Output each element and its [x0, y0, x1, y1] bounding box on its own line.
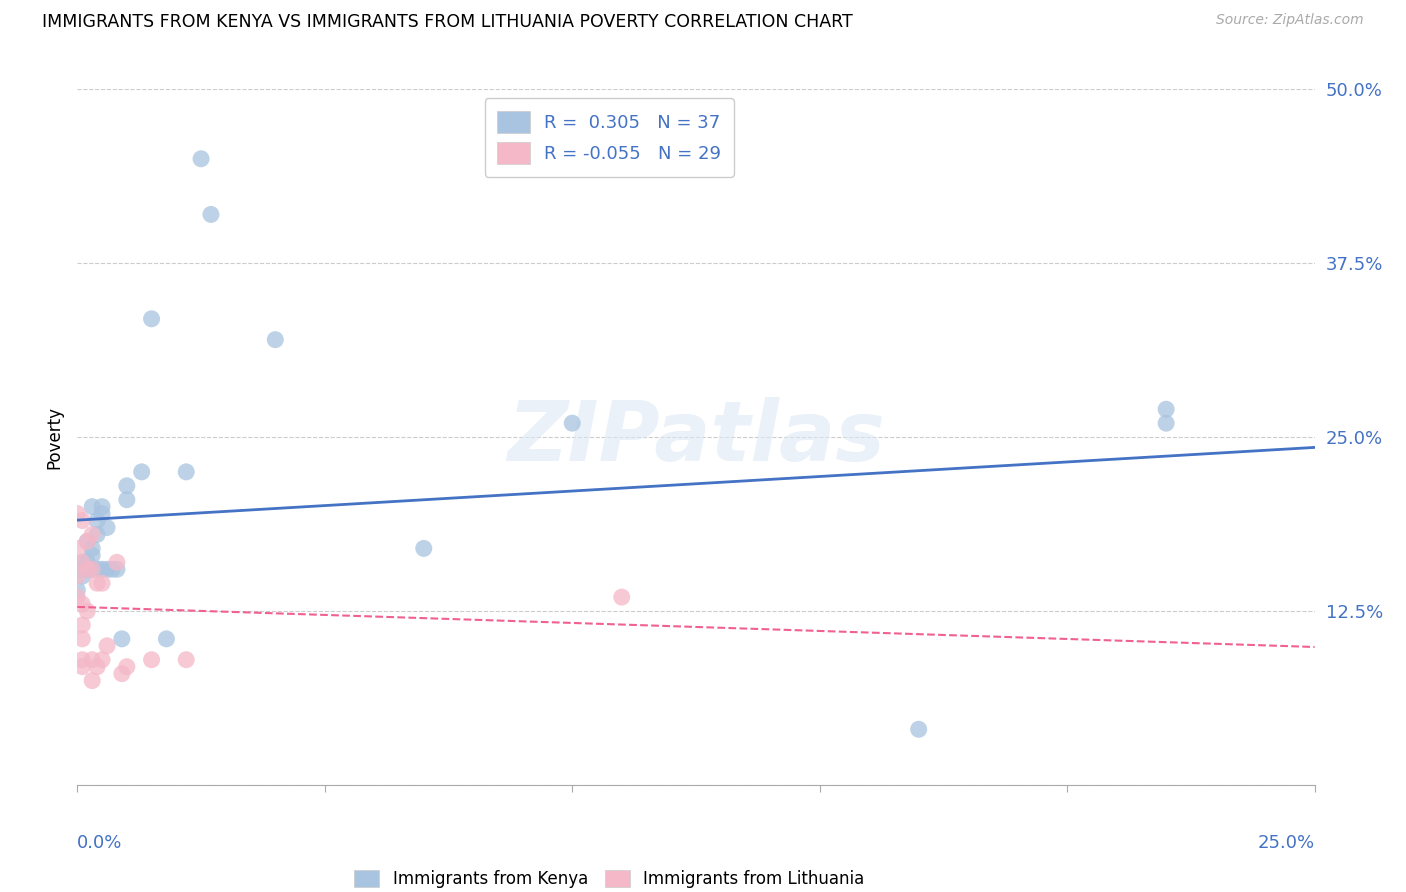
Point — [91, 500, 114, 514]
Text: ZIPatlas: ZIPatlas — [508, 397, 884, 477]
Point — [412, 541, 434, 556]
Point — [82, 500, 104, 514]
Point — [105, 555, 128, 569]
Text: 25.0%: 25.0% — [1257, 834, 1315, 852]
Point — [66, 590, 89, 604]
Point — [111, 666, 134, 681]
Point — [72, 597, 94, 611]
Point — [115, 479, 138, 493]
Point — [101, 562, 124, 576]
Point — [1154, 416, 1177, 430]
Point — [76, 534, 98, 549]
Point — [91, 653, 114, 667]
Point — [72, 569, 94, 583]
Point — [72, 632, 94, 646]
Point — [82, 527, 104, 541]
Text: Source: ZipAtlas.com: Source: ZipAtlas.com — [1216, 13, 1364, 28]
Point — [105, 562, 128, 576]
Point — [82, 541, 104, 556]
Point — [72, 653, 94, 667]
Point — [76, 604, 98, 618]
Point — [72, 514, 94, 528]
Point — [76, 562, 98, 576]
Point — [155, 632, 177, 646]
Point — [86, 659, 108, 673]
Point — [76, 555, 98, 569]
Point — [66, 541, 89, 556]
Point — [86, 576, 108, 591]
Point — [91, 562, 114, 576]
Point — [72, 618, 94, 632]
Point — [86, 562, 108, 576]
Point — [66, 562, 89, 576]
Point — [96, 520, 118, 534]
Point — [82, 562, 104, 576]
Point — [72, 659, 94, 673]
Point — [86, 527, 108, 541]
Point — [82, 673, 104, 688]
Point — [91, 576, 114, 591]
Point — [66, 583, 89, 598]
Point — [141, 653, 163, 667]
Point — [96, 639, 118, 653]
Point — [1154, 402, 1177, 417]
Point — [115, 492, 138, 507]
Point — [561, 416, 583, 430]
Point — [76, 534, 98, 549]
Point — [264, 333, 287, 347]
Legend: Immigrants from Kenya, Immigrants from Lithuania: Immigrants from Kenya, Immigrants from L… — [347, 863, 870, 892]
Point — [610, 590, 633, 604]
Point — [174, 465, 197, 479]
Point — [190, 152, 212, 166]
Point — [72, 555, 94, 569]
Point — [91, 507, 114, 521]
Point — [82, 562, 104, 576]
Point — [82, 549, 104, 563]
Point — [96, 562, 118, 576]
Point — [66, 569, 89, 583]
Point — [200, 207, 222, 221]
Point — [82, 653, 104, 667]
Point — [131, 465, 153, 479]
Y-axis label: Poverty: Poverty — [45, 406, 63, 468]
Point — [141, 311, 163, 326]
Point — [76, 562, 98, 576]
Point — [72, 562, 94, 576]
Point — [174, 653, 197, 667]
Text: IMMIGRANTS FROM KENYA VS IMMIGRANTS FROM LITHUANIA POVERTY CORRELATION CHART: IMMIGRANTS FROM KENYA VS IMMIGRANTS FROM… — [42, 13, 853, 31]
Point — [72, 555, 94, 569]
Point — [66, 507, 89, 521]
Text: 0.0%: 0.0% — [77, 834, 122, 852]
Point — [111, 632, 134, 646]
Point — [86, 514, 108, 528]
Point — [907, 723, 929, 737]
Point — [115, 659, 138, 673]
